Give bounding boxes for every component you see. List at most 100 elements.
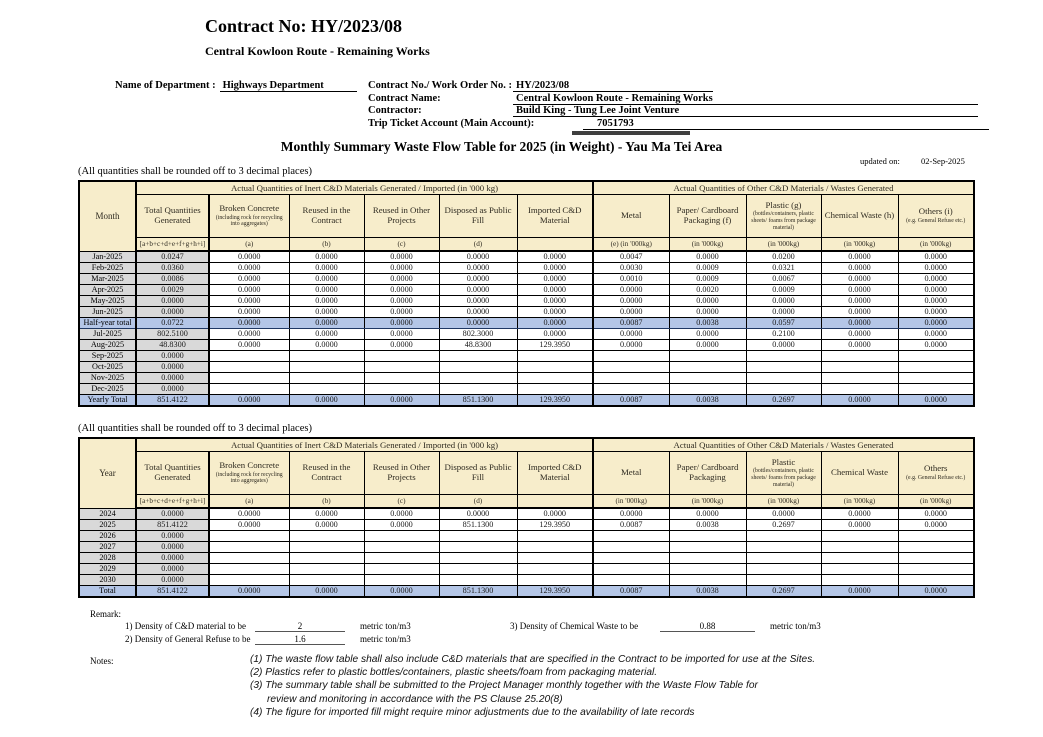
row-label: Dec-2025 — [78, 383, 137, 395]
value-cell: 0.0000 — [820, 507, 899, 520]
value-cell: 0.0000 — [897, 394, 975, 407]
value-cell: 0.0038 — [668, 317, 747, 329]
value-cell: 0.0000 — [135, 372, 210, 384]
value-cell — [363, 574, 440, 586]
value-cell — [208, 372, 290, 384]
value-cell: 0.0000 — [208, 284, 290, 296]
column-header: Paper/ Cardboard Packaging (f) — [668, 194, 747, 238]
row-label: Yearly Total — [78, 394, 137, 407]
value-cell: 0.0000 — [208, 507, 290, 520]
value-cell: 0.0000 — [820, 284, 899, 296]
value-cell — [288, 541, 365, 553]
value-cell: 0.0000 — [668, 250, 747, 263]
value-cell — [363, 563, 440, 575]
value-cell: 0.0000 — [363, 284, 440, 296]
column-title: Plastic (g) — [765, 199, 802, 210]
row-label: 2028 — [78, 552, 137, 564]
value-cell: 0.0000 — [363, 273, 440, 285]
value-cell — [897, 350, 975, 362]
value-cell — [745, 552, 822, 564]
column-title: Broken Concrete — [219, 459, 280, 470]
column-unit-label: [a+b+c+d+e+f+g+h+i] — [135, 494, 210, 509]
table-row: 2030 0.0000 — [78, 574, 975, 586]
value-cell — [516, 552, 594, 564]
value-cell — [208, 530, 290, 542]
value-cell: 0.0000 — [516, 284, 594, 296]
column-unit-label: (c) — [363, 494, 440, 509]
value-cell: 0.0000 — [897, 317, 975, 329]
column-subtitle: (e.g. General Refuse etc.) — [906, 475, 966, 482]
value-cell: 851.1300 — [438, 394, 518, 407]
value-cell: 0.0000 — [516, 273, 594, 285]
column-unit-label: (in '000kg) — [897, 237, 975, 252]
value-cell — [438, 563, 518, 575]
column-title: Chemical Waste — [830, 467, 889, 478]
value-cell: 0.0000 — [438, 306, 518, 318]
table-row: Jan-2025 0.0247 0.0000 0.0000 0.0000 0.0000 0.… — [78, 250, 975, 263]
value-cell — [745, 563, 822, 575]
value-cell: 0.0000 — [135, 361, 210, 373]
column-header: Reused in the Contract — [288, 194, 365, 238]
value-cell — [897, 574, 975, 586]
value-cell — [897, 552, 975, 564]
updated-on-label: updated on: — [860, 156, 900, 166]
value-cell — [668, 563, 747, 575]
value-cell: 0.0000 — [897, 273, 975, 285]
column-title: Others — [924, 463, 948, 474]
note-item-1: (1) The waste flow table shall also incl… — [250, 654, 816, 665]
column-title: Disposed as Public Fill — [444, 462, 512, 482]
row-label: Aug-2025 — [78, 339, 137, 351]
value-cell: 0.0000 — [288, 519, 365, 531]
row-axis-header: Year — [78, 437, 137, 509]
table-row: Nov-2025 0.0000 — [78, 372, 975, 384]
column-header: Disposed as Public Fill — [438, 451, 518, 495]
value-cell — [592, 563, 670, 575]
column-subtitle: (including rock for recycling into aggre… — [215, 471, 283, 485]
column-header: Total Quantities Generated — [135, 451, 210, 495]
value-cell — [438, 552, 518, 564]
value-cell: 0.0000 — [363, 507, 440, 520]
value-cell: 0.0000 — [135, 552, 210, 564]
value-cell — [288, 383, 365, 395]
value-cell: 48.8300 — [135, 339, 210, 351]
value-cell: 0.0321 — [745, 262, 822, 274]
value-cell — [208, 552, 290, 564]
column-header: Reused in Other Projects — [363, 194, 440, 238]
row-label: Jan-2025 — [78, 250, 137, 263]
row-label: Jun-2025 — [78, 306, 137, 318]
trip-ticket-value: 7051793 — [583, 118, 989, 130]
value-cell: 0.0010 — [592, 273, 670, 285]
value-cell — [820, 383, 899, 395]
value-cell — [897, 563, 975, 575]
value-cell — [592, 574, 670, 586]
value-cell: 0.0000 — [897, 250, 975, 263]
column-unit-label: (c) — [363, 237, 440, 252]
value-cell: 0.0000 — [745, 339, 822, 351]
value-cell: 0.0000 — [288, 394, 365, 407]
row-label: Oct-2025 — [78, 361, 137, 373]
value-cell: 0.0020 — [668, 284, 747, 296]
value-cell — [820, 350, 899, 362]
value-cell: 0.0000 — [288, 273, 365, 285]
value-cell: 0.0086 — [135, 273, 210, 285]
column-unit-label: (in '000kg) — [745, 237, 822, 252]
column-unit-label: (e) (in '000kg) — [592, 237, 670, 252]
table-row: Mar-2025 0.0086 0.0000 0.0000 0.0000 0.0000 0.… — [78, 273, 975, 285]
value-cell: 0.0000 — [897, 284, 975, 296]
value-cell: 0.0000 — [820, 262, 899, 274]
value-cell — [745, 574, 822, 586]
table-row: 2025 851.4122 0.0000 0.0000 0.0000 851.1300 12… — [78, 519, 975, 531]
value-cell: 0.0000 — [668, 339, 747, 351]
group-header-inert: Actual Quantities of Inert C&D Materials… — [135, 437, 594, 452]
value-cell — [438, 372, 518, 384]
value-cell — [516, 361, 594, 373]
column-title: Metal — [620, 210, 642, 221]
value-cell: 0.0000 — [745, 507, 822, 520]
table-row: Apr-2025 0.0029 0.0000 0.0000 0.0000 0.0000 0.… — [78, 284, 975, 296]
value-cell: 0.0000 — [363, 394, 440, 407]
value-cell: 0.0030 — [592, 262, 670, 274]
value-cell: 0.0000 — [288, 339, 365, 351]
value-cell: 0.0000 — [516, 328, 594, 340]
column-header: Plastic (g) (bottles/containers, plastic … — [745, 194, 822, 238]
